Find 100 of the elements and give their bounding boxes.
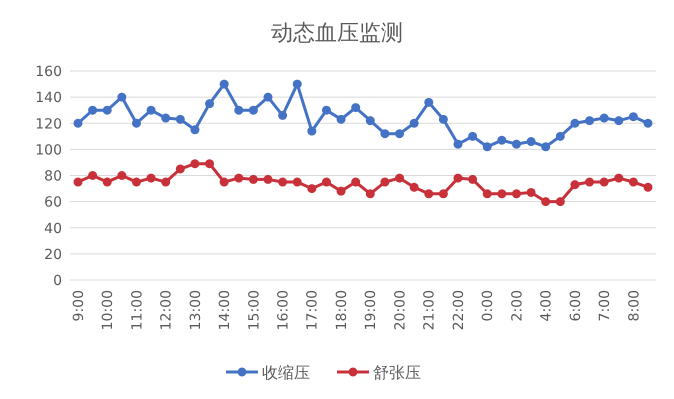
point xyxy=(146,174,156,183)
y-tick-label: 60 xyxy=(44,194,62,211)
x-tick-label: 10:00 xyxy=(100,290,116,330)
point xyxy=(366,189,375,198)
point xyxy=(482,142,492,152)
point xyxy=(278,178,288,187)
point xyxy=(234,106,244,115)
y-tick-label: 0 xyxy=(53,273,62,289)
point xyxy=(614,174,624,183)
point xyxy=(102,178,112,187)
point xyxy=(117,92,126,102)
point xyxy=(628,112,638,122)
point xyxy=(454,140,462,149)
x-tick-label: 17:00 xyxy=(304,290,321,330)
x-tick-label: 14:00 xyxy=(217,290,234,330)
x-tick-label: 8:00 xyxy=(626,290,642,322)
x-tick-label: 11:00 xyxy=(129,290,146,330)
x-tick-label: 7:00 xyxy=(597,290,614,322)
point xyxy=(351,178,360,187)
point xyxy=(336,186,346,196)
point xyxy=(468,174,478,184)
point xyxy=(410,182,419,192)
point xyxy=(380,178,390,187)
point xyxy=(512,140,521,149)
point xyxy=(410,118,419,128)
point xyxy=(366,116,375,126)
point xyxy=(74,178,82,187)
point xyxy=(205,159,214,168)
point xyxy=(541,197,550,206)
point xyxy=(556,132,565,141)
y-tick-label: 40 xyxy=(44,220,62,237)
point xyxy=(176,114,185,124)
point xyxy=(380,129,390,138)
x-tick-label: 9:00 xyxy=(70,290,87,322)
y-tick-label: 80 xyxy=(44,168,62,184)
point xyxy=(117,171,126,180)
point xyxy=(264,92,272,102)
point xyxy=(644,118,652,128)
point xyxy=(497,136,506,145)
point xyxy=(438,114,448,124)
point xyxy=(570,118,580,128)
point xyxy=(497,189,506,198)
x-tick-label: 13:00 xyxy=(188,290,204,330)
point xyxy=(614,116,624,126)
point xyxy=(190,125,200,134)
point xyxy=(74,118,82,128)
y-tick-label: 100 xyxy=(35,142,62,158)
y-tick-label: 20 xyxy=(44,246,62,263)
x-tick-label: 20:00 xyxy=(392,290,408,330)
point xyxy=(161,114,170,123)
x-tick-label: 15:00 xyxy=(246,290,262,330)
point xyxy=(482,189,492,198)
x-tick-label: 0:00 xyxy=(480,290,496,322)
point xyxy=(278,110,288,120)
y-tick-label: 160 xyxy=(35,64,62,80)
legend-label: 收缩压 xyxy=(262,363,310,382)
point xyxy=(351,103,360,112)
point xyxy=(454,174,462,183)
point xyxy=(132,178,141,187)
x-tick-label: 6:00 xyxy=(568,290,584,322)
point xyxy=(556,197,565,206)
x-tick-label: 19:00 xyxy=(363,290,380,330)
point xyxy=(424,189,434,198)
point xyxy=(220,178,229,187)
x-tick-label: 16:00 xyxy=(276,290,292,330)
x-tick-label: 21:00 xyxy=(422,290,438,330)
x-tick-label: 12:00 xyxy=(158,290,175,330)
point xyxy=(248,174,258,184)
point xyxy=(88,171,98,180)
point xyxy=(585,178,594,187)
x-tick-label: 22:00 xyxy=(450,290,467,330)
point xyxy=(644,182,652,192)
chart-title: 动态血压监测 xyxy=(271,21,403,46)
point xyxy=(570,180,580,190)
x-tick-label: 18:00 xyxy=(334,290,350,330)
point xyxy=(88,106,98,115)
point xyxy=(220,80,229,89)
point xyxy=(307,126,316,136)
point xyxy=(146,106,156,115)
point xyxy=(541,142,550,152)
point xyxy=(176,164,185,174)
x-tick-label: 4:00 xyxy=(538,290,555,322)
point xyxy=(234,174,244,183)
point xyxy=(248,106,258,115)
point xyxy=(526,137,536,146)
point xyxy=(132,118,141,128)
point xyxy=(292,80,302,89)
point xyxy=(307,184,316,194)
y-tick-label: 120 xyxy=(35,116,62,132)
point xyxy=(424,98,434,107)
x-tick-label: 2:00 xyxy=(509,290,526,322)
point xyxy=(322,178,331,187)
point xyxy=(600,114,609,123)
point xyxy=(322,106,331,115)
point xyxy=(585,116,594,126)
point xyxy=(395,174,404,183)
point xyxy=(336,114,346,124)
y-tick-label: 140 xyxy=(35,90,62,106)
point xyxy=(264,174,272,184)
point xyxy=(205,99,214,108)
